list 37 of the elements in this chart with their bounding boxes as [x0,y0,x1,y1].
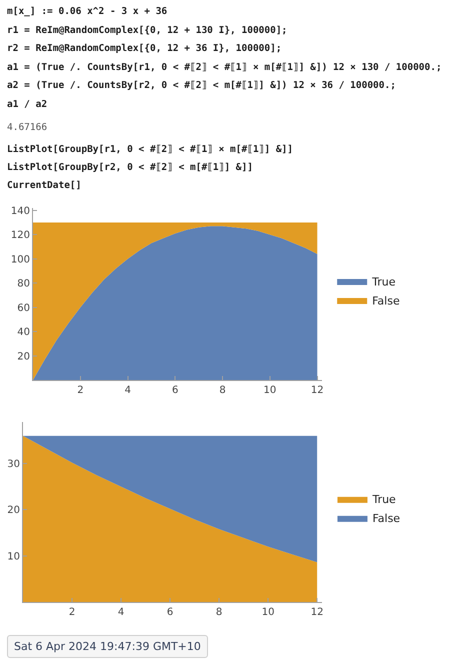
legend-label: False [372,294,400,308]
text: r2 = ReIm@RandomComplex[{0, 12 + 36 I}, 100000]; [7,42,283,56]
x-tick-label: 6 [166,607,174,618]
y-tick-label: 20 [7,505,20,516]
legend-label: True [371,493,396,506]
y-tick-label: 100 [10,254,30,266]
text: CurrentDate[] [7,179,82,193]
text: a1 = (True /. CountsBy[r1, 0 < #⟦2⟧ < #⟦1⟧ × m[#⟦1⟧] &]) 12 × 130 / 100000.; [7,60,442,75]
y-tick-label: 60 [17,302,30,314]
x-tick-label: 2 [77,385,84,396]
legend-label: True [371,275,396,288]
text: a1 / a2 [7,98,48,112]
text: 4.67166 [7,121,48,135]
x-tick-label: 2 [68,607,76,618]
x-tick-label: 10 [262,607,274,618]
y-tick-label: 120 [10,230,30,242]
x-tick-label: 8 [219,385,226,396]
y-tick-label: 30 [7,459,20,470]
y-tick-label: 40 [17,327,30,338]
y-tick-label: 80 [17,278,30,290]
text: a2 = (True /. CountsBy[r2, 0 < #⟦2⟧ < m[#⟦1⟧] &]) 12 × 36 / 100000.; [7,79,397,94]
y-tick-label: 10 [7,551,20,562]
x-tick-label: 8 [216,607,222,618]
x-tick-label: 12 [310,607,324,618]
text: Sat 6 Apr 2024 19:47:39 GMT+10 [14,639,201,655]
x-tick-label: 12 [310,385,324,396]
text: r1 = ReIm@RandomComplex[{0, 12 + 130 I}, 100000]; [7,24,288,38]
y-tick-label: 140 [10,206,30,217]
x-tick-label: 4 [118,607,124,618]
text: ListPlot[GroupBy[r2, 0 < #⟦2⟧ < m[#⟦1⟧] &]] [7,161,254,175]
legend-label: False [372,512,400,526]
text: ListPlot[GroupBy[r1, 0 < #⟦2⟧ < #⟦1⟧ × m[#⟦1⟧] &]] [7,143,293,157]
x-tick-label: 6 [172,385,178,396]
text: m[x_] := 0.06 x^2 - 3 x + 36 [7,5,168,19]
y-tick-label: 20 [17,351,30,362]
x-tick-label: 4 [124,385,131,396]
x-tick-label: 10 [264,385,276,396]
